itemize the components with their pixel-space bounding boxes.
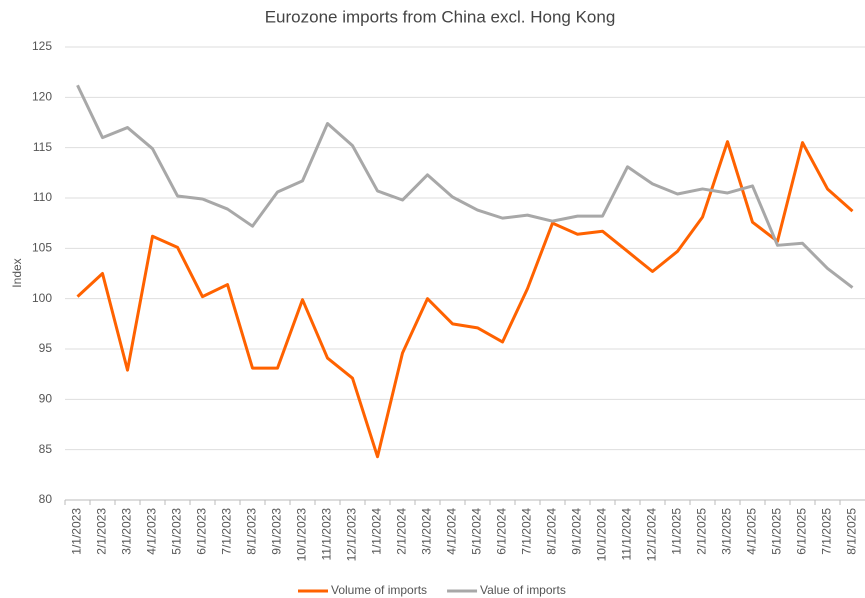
x-tick-label: 5/1/2023 (170, 508, 184, 555)
x-tick-label: 5/1/2025 (770, 508, 784, 555)
x-tick-label: 2/1/2025 (695, 508, 709, 555)
x-tick-label: 8/1/2024 (545, 508, 559, 555)
x-tick-label: 6/1/2023 (195, 508, 209, 555)
x-tick-label: 2/1/2024 (395, 508, 409, 555)
x-tick-label: 10/1/2023 (295, 508, 309, 562)
x-tick-label: 11/1/2023 (320, 508, 334, 561)
x-tick-label: 10/1/2024 (595, 508, 609, 562)
x-tick-label: 4/1/2024 (445, 508, 459, 555)
x-tick-label: 5/1/2024 (470, 508, 484, 555)
x-tick-label: 4/1/2023 (145, 508, 159, 555)
x-tick-label: 8/1/2025 (845, 508, 859, 555)
x-tick-label: 3/1/2024 (420, 508, 434, 555)
x-tick-label: 7/1/2023 (220, 508, 234, 555)
y-tick-label: 90 (39, 392, 53, 406)
x-tick-label: 11/1/2024 (620, 508, 634, 561)
x-tick-label: 4/1/2025 (745, 508, 759, 555)
y-tick-label: 120 (32, 90, 52, 104)
x-tick-label: 7/1/2024 (520, 508, 534, 555)
x-tick-label: 3/1/2023 (120, 508, 134, 555)
x-tick-label: 1/1/2024 (370, 508, 384, 555)
chart-title: Eurozone imports from China excl. Hong K… (265, 7, 616, 26)
x-tick-label: 12/1/2024 (645, 508, 659, 562)
y-tick-label: 125 (32, 39, 52, 53)
line-series (76, 84, 854, 289)
y-tick-label: 105 (32, 241, 52, 255)
x-tick-label: 1/1/2023 (70, 508, 84, 555)
y-tick-label: 110 (33, 190, 52, 204)
x-tick-label: 6/1/2024 (495, 508, 509, 555)
x-tick-label: 2/1/2023 (95, 508, 109, 555)
x-tick-label: 3/1/2025 (720, 508, 734, 555)
x-tick-label: 9/1/2024 (570, 508, 584, 555)
y-tick-label: 85 (39, 442, 53, 456)
y-tick-label: 95 (39, 341, 53, 355)
y-tick-label: 80 (39, 492, 53, 506)
y-tick-label: 100 (32, 291, 52, 305)
x-tick-label: 7/1/2025 (820, 508, 834, 555)
x-tick-label: 12/1/2023 (345, 508, 359, 562)
legend-label: Volume of imports (331, 583, 427, 597)
x-tick-label: 8/1/2023 (245, 508, 259, 555)
line-series (76, 140, 854, 459)
x-tick-label: 6/1/2025 (795, 508, 809, 555)
y-axis-label: Index (10, 258, 24, 287)
legend-label: Value of imports (480, 583, 566, 597)
x-tick-label: 1/1/2025 (670, 508, 684, 555)
x-tick-label: 9/1/2023 (270, 508, 284, 555)
y-tick-label: 115 (33, 140, 52, 154)
